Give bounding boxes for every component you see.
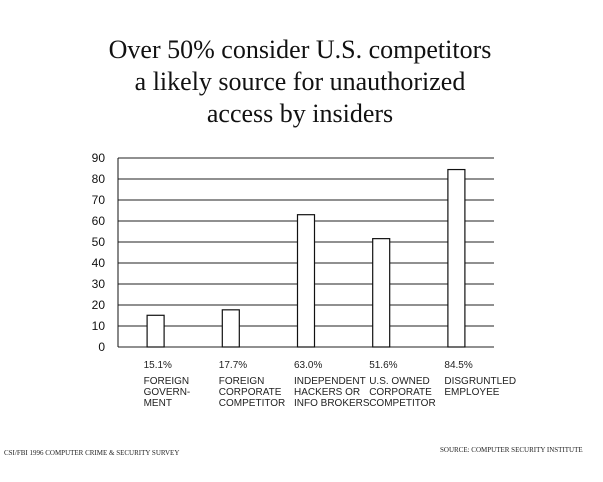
category-label-line: EMPLOYEE bbox=[444, 387, 500, 398]
category-label: DISGRUNTLED EMPLOYEE bbox=[444, 376, 516, 398]
category-label-line: INDEPENDENT bbox=[294, 376, 366, 387]
chart-title-line-3: access by insiders bbox=[206, 99, 394, 128]
y-tick-label: 90 bbox=[92, 151, 106, 165]
category-label-line: HACKERS OR bbox=[294, 387, 361, 398]
y-tick-label: 10 bbox=[92, 319, 106, 333]
chart-title: Over 50% consider U.S. competitors a lik… bbox=[60, 34, 540, 130]
category-label-line: COMPETITOR bbox=[369, 398, 436, 409]
survey-footer: CSI/FBI 1996 COMPUTER CRIME & SECURITY S… bbox=[4, 449, 180, 457]
category-label-line: CORPORATE bbox=[218, 387, 282, 398]
bar bbox=[447, 168, 466, 348]
category-label-line: COMPETITOR bbox=[218, 398, 286, 409]
category-label-line: MENT bbox=[143, 398, 172, 409]
y-tick-label: 40 bbox=[92, 256, 106, 270]
value-label: 63.0% bbox=[294, 360, 323, 371]
category-label-line: INFO BROKERS bbox=[294, 398, 370, 409]
bar bbox=[221, 309, 240, 348]
category-label-line: DISGRUNTLED bbox=[444, 376, 517, 387]
bar bbox=[372, 238, 391, 348]
y-tick-label: 50 bbox=[92, 235, 106, 249]
y-tick-label: 60 bbox=[92, 214, 106, 228]
category-label-line: FOREIGN bbox=[143, 376, 190, 387]
y-tick-label: 80 bbox=[92, 172, 106, 186]
value-label: 84.5% bbox=[444, 360, 473, 371]
value-label: 17.7% bbox=[218, 360, 248, 371]
y-tick-label: 30 bbox=[92, 277, 106, 291]
y-tick-label: 20 bbox=[92, 298, 106, 312]
category-label: U.S. OWNED CORPORATE COMPETITOR bbox=[369, 376, 435, 409]
bar bbox=[296, 214, 316, 348]
category-label-line: CORPORATE bbox=[369, 387, 432, 398]
category-label: INDEPENDENT HACKERS OR INFO BROKERS bbox=[294, 376, 370, 409]
category-label-line: GOVERN- bbox=[143, 387, 191, 398]
y-tick-label: 0 bbox=[98, 340, 105, 354]
category-label: FOREIGN GOVERN- MENT bbox=[144, 376, 191, 409]
category-label-line: FOREIGN bbox=[218, 376, 265, 387]
chart-title-line-1: Over 50% consider U.S. competitors bbox=[108, 35, 492, 64]
value-label: 51.6% bbox=[369, 360, 398, 371]
chart-title-line-2: a likely source for unauthorized bbox=[134, 67, 466, 96]
bar bbox=[146, 314, 165, 348]
source-footer: SOURCE: COMPUTER SECURITY INSTITUTE bbox=[440, 446, 583, 454]
category-label-line: U.S. OWNED bbox=[369, 376, 430, 387]
y-tick-label: 70 bbox=[92, 193, 106, 207]
value-label: 15.1% bbox=[143, 360, 172, 371]
category-label: FOREIGN CORPORATE COMPETITOR bbox=[219, 376, 285, 409]
